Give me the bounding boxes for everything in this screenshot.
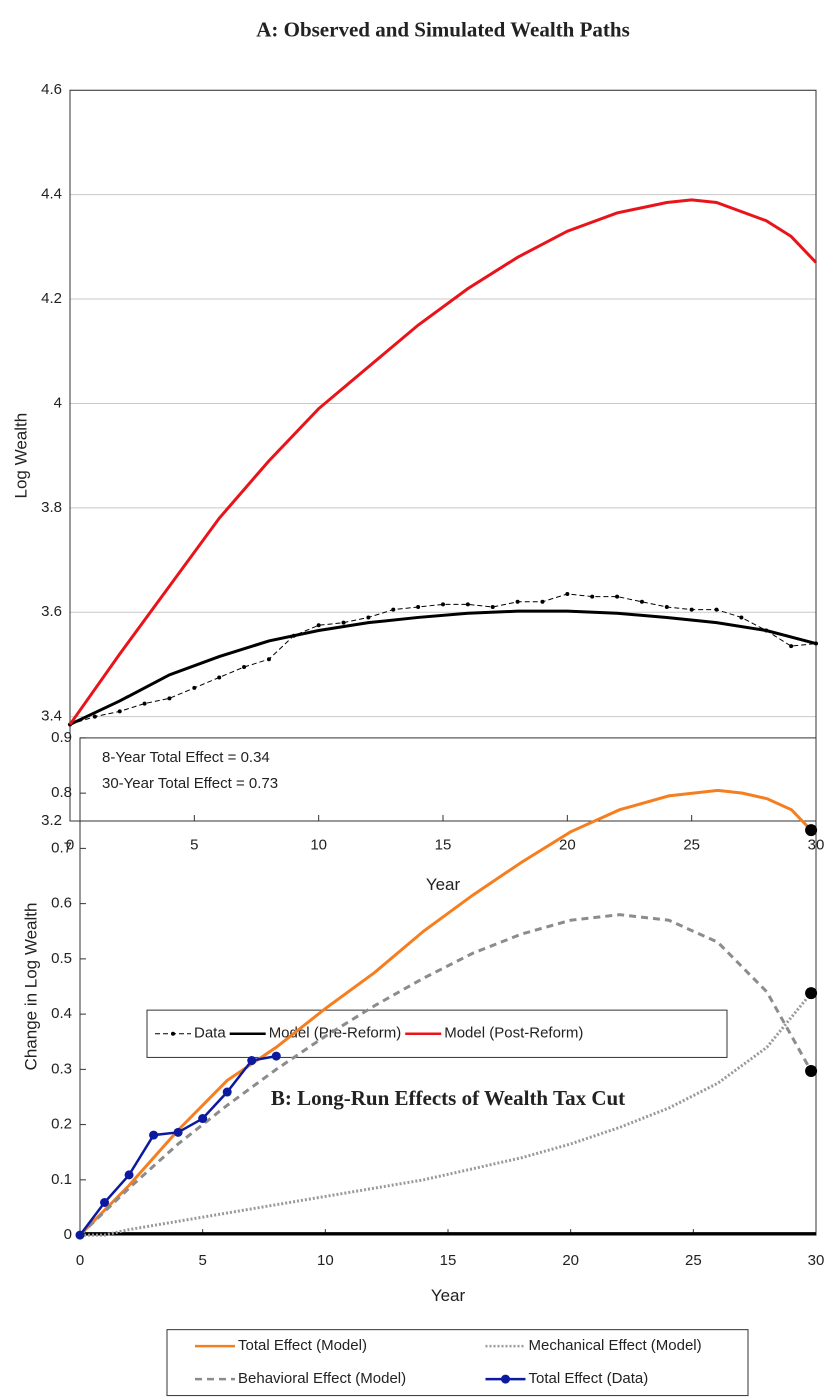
legend-marker <box>171 1031 175 1036</box>
series-line <box>69 609 817 726</box>
data-point <box>441 602 445 607</box>
data-point <box>142 701 147 706</box>
legend-box <box>166 1329 749 1397</box>
y-tick-label: 3.8 <box>41 499 62 516</box>
data-point <box>739 615 744 620</box>
data-point <box>341 620 346 625</box>
x-axis-label: Year <box>426 875 461 894</box>
legend-marker <box>501 1374 510 1384</box>
x-tick-label: 15 <box>440 1252 457 1269</box>
series-line <box>69 593 817 725</box>
data-point <box>247 1056 257 1066</box>
x-tick-label: 0 <box>66 836 74 853</box>
y-tick-label: 0.8 <box>51 784 72 801</box>
data-point <box>198 1114 208 1124</box>
legend-label: Total Effect (Data) <box>529 1370 649 1387</box>
plot-frame <box>69 89 817 822</box>
data-point <box>167 696 172 701</box>
data-point <box>590 594 595 599</box>
data-point <box>192 685 197 690</box>
data-point <box>173 1127 183 1137</box>
data-point <box>416 605 421 610</box>
series-line <box>68 198 818 726</box>
x-tick-label: 5 <box>190 836 198 853</box>
data-point <box>540 599 545 604</box>
series-line <box>78 913 813 1237</box>
data-point <box>124 1170 134 1180</box>
data-point <box>639 599 644 604</box>
x-axis-label: Year <box>431 1286 466 1305</box>
x-tick-label: 15 <box>435 836 452 853</box>
legend-label: Behavioral Effect (Model) <box>238 1370 406 1387</box>
data-point <box>316 623 321 628</box>
series-line <box>80 992 813 1237</box>
y-tick-label: 0.5 <box>51 950 72 967</box>
data-point <box>789 644 794 649</box>
data-point <box>242 665 247 670</box>
data-point <box>222 1087 232 1097</box>
y-tick-label: 0.4 <box>51 1005 72 1022</box>
data-point <box>805 987 818 1000</box>
data-point <box>515 599 520 604</box>
data-point <box>664 605 669 610</box>
y-tick-label: 3.2 <box>41 812 62 829</box>
chart-title: B: Long-Run Effects of Wealth Tax Cut <box>271 1086 625 1110</box>
legend-label: Total Effect (Model) <box>238 1337 367 1354</box>
x-tick-label: 0 <box>76 1252 84 1269</box>
plot-frame <box>79 737 817 1236</box>
chart-title: A: Observed and Simulated Wealth Paths <box>256 17 630 41</box>
data-point <box>271 1051 281 1061</box>
series-line <box>78 788 813 1237</box>
data-point <box>805 824 818 837</box>
data-point <box>714 607 719 612</box>
x-tick-label: 30 <box>808 1252 825 1269</box>
x-tick-label: 25 <box>685 1252 702 1269</box>
data-point <box>75 1230 85 1240</box>
y-axis-label: Log Wealth <box>11 413 30 499</box>
x-tick-label: 10 <box>310 836 327 853</box>
data-point <box>465 602 470 607</box>
data-point <box>366 615 371 620</box>
y-tick-label: 0.2 <box>51 1116 72 1133</box>
y-tick-label: 4 <box>54 394 62 411</box>
x-tick-label: 20 <box>562 1252 579 1269</box>
y-tick-label: 0.7 <box>51 839 72 856</box>
y-tick-label: 4.2 <box>41 290 62 307</box>
y-tick-label: 3.6 <box>41 603 62 620</box>
x-tick-label: 10 <box>317 1252 334 1269</box>
y-tick-label: 0.1 <box>51 1171 72 1188</box>
x-tick-label: 25 <box>683 836 700 853</box>
legend-label: Model (Post-Reform) <box>444 1025 583 1042</box>
y-tick-label: 0.3 <box>51 1060 72 1077</box>
data-point <box>615 594 620 599</box>
annotation: 8-Year Total Effect = 0.34 <box>102 749 270 766</box>
data-point <box>805 1065 818 1078</box>
data-point <box>217 675 222 680</box>
data-point <box>92 714 97 719</box>
annotation: 30-Year Total Effect = 0.73 <box>102 775 278 792</box>
data-point <box>117 709 122 714</box>
data-point <box>490 605 495 610</box>
y-tick-label: 0 <box>64 1226 72 1243</box>
y-tick-label: 4.6 <box>41 81 62 98</box>
y-tick-label: 4.4 <box>41 186 62 203</box>
data-point <box>391 607 396 612</box>
data-point <box>565 591 570 596</box>
y-axis-label: Change in Log Wealth <box>21 903 40 1071</box>
data-point <box>100 1197 110 1207</box>
y-tick-label: 0.9 <box>51 729 72 746</box>
legend-label: Data <box>194 1025 226 1042</box>
legend-label: Mechanical Effect (Model) <box>529 1337 702 1354</box>
y-tick-label: 0.6 <box>51 895 72 912</box>
x-tick-label: 5 <box>198 1252 206 1269</box>
data-point <box>266 657 271 662</box>
y-tick-label: 3.4 <box>41 708 62 725</box>
data-point <box>689 607 694 612</box>
data-point <box>149 1130 159 1140</box>
x-tick-label: 20 <box>559 836 576 853</box>
